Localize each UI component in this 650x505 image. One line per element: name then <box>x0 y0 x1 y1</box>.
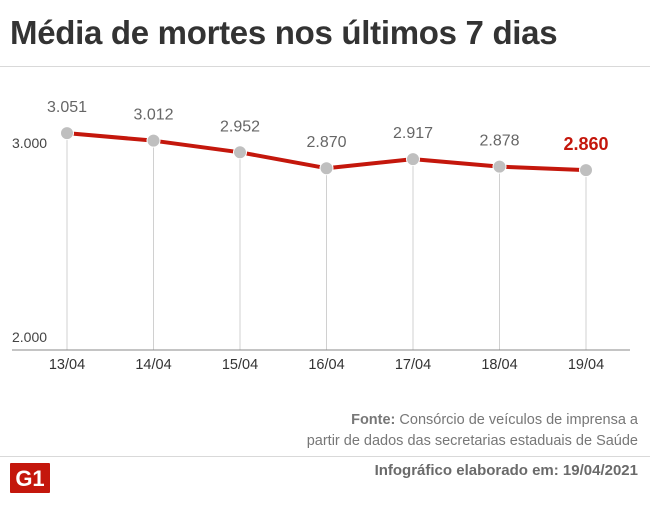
x-tick-label: 13/04 <box>49 357 85 373</box>
x-tick-label: 16/04 <box>308 357 344 373</box>
data-label: 2.952 <box>220 118 260 135</box>
data-label: 2.870 <box>306 134 346 151</box>
data-label: 3.012 <box>133 107 173 124</box>
data-point <box>579 163 593 178</box>
g1-logo: G1 <box>10 463 50 493</box>
footer-divider <box>0 456 650 457</box>
data-label: 3.051 <box>47 99 87 116</box>
data-point <box>319 161 334 176</box>
logo-text: G1 <box>15 466 44 491</box>
x-tick-label: 18/04 <box>481 357 517 373</box>
x-tick-label: 19/04 <box>568 357 604 373</box>
data-label: 2.878 <box>479 133 519 150</box>
data-label: 2.917 <box>393 125 433 142</box>
chart-title: Média de mortes nos últimos 7 dias <box>10 14 558 51</box>
source-text-line2: partir de dados das secretarias estaduai… <box>306 433 638 449</box>
data-point <box>233 145 247 160</box>
line-chart: 2.000 3.000 3.051 13/04 3.012 14/04 2.952 15/04… <box>12 99 630 373</box>
x-tick-label: 17/04 <box>395 357 431 373</box>
source-label: Fonte: <box>351 412 396 428</box>
title-divider <box>0 66 650 67</box>
data-point <box>492 159 507 174</box>
x-tick-label: 14/04 <box>135 357 171 373</box>
data-point <box>406 152 420 167</box>
source-text-line1: Consórcio de veículos de imprensa a <box>399 412 638 428</box>
data-point <box>146 133 161 148</box>
y-tick-label: 2.000 <box>12 329 47 345</box>
y-tick-label: 3.000 <box>12 135 47 151</box>
data-point <box>60 126 74 141</box>
source-note: Fonte: Consórcio de veículos de imprensa… <box>307 410 638 452</box>
data-label: 2.860 <box>563 134 608 154</box>
x-tick-label: 15/04 <box>222 357 258 373</box>
infographic-date: Infográfico elaborado em: 19/04/2021 <box>374 462 638 479</box>
